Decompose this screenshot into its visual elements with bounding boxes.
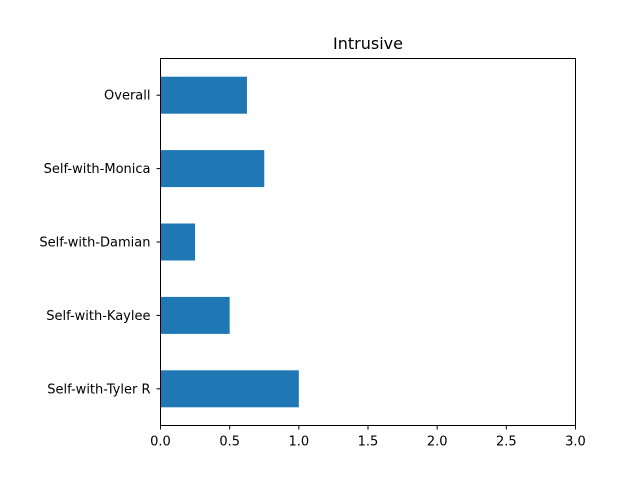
y-tick-label: Overall [104,89,150,104]
y-tick-label: Self-with-Tyler R [47,382,150,397]
x-tick-label: 0.5 [219,435,240,450]
y-tick-label: Self-with-Damian [39,236,150,251]
y-tick-label: Self-with-Monica [44,162,151,177]
plot-frame [160,58,576,426]
y-axis-ticks: Overall Self-with-Monica Self-with-Damian S… [39,89,161,397]
bar [160,76,247,114]
chart-title: Intrusive [333,34,403,53]
bar [160,296,230,334]
y-tick-label: Self-with-Kaylee [46,309,150,324]
x-tick-label: 0.0 [150,435,171,450]
bar [160,370,299,408]
bar [160,223,196,261]
bars-layer [160,76,299,408]
x-tick-label: 1.0 [288,435,309,450]
x-axis-ticks: 0.0 0.5 1.0 1.5 2.0 2.5 3.0 [150,425,586,450]
x-tick-label: 1.5 [358,435,379,450]
x-tick-label: 3.0 [565,435,586,450]
x-tick-label: 2.5 [496,435,517,450]
x-tick-label: 2.0 [427,435,448,450]
bar [160,150,265,188]
